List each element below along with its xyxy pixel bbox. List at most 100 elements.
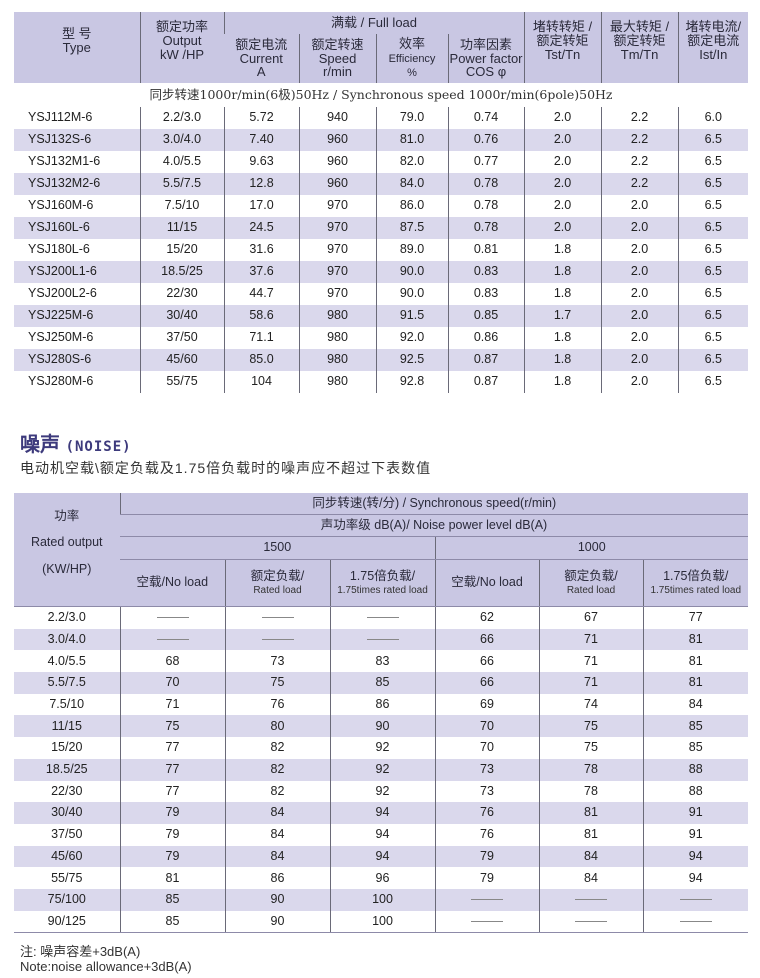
table-cell: 6.5 bbox=[677, 305, 749, 327]
table-cell: 66 bbox=[434, 672, 539, 694]
table-cell: 92.0 bbox=[375, 327, 448, 349]
table-cell: 90 bbox=[329, 715, 435, 738]
noise-subtitle: 电动机空载\额定负载及1.75倍负载时的噪声应不超过下表数值 bbox=[20, 460, 432, 476]
table-cell bbox=[434, 888, 539, 911]
dash-mark bbox=[366, 617, 399, 619]
header-1500: 1500 bbox=[120, 536, 435, 560]
row-label: YSJ160M-6 bbox=[14, 195, 140, 217]
sync-speed-subtitle: 同步转速1000r/min(6极)50Hz / Synchronous spee… bbox=[14, 83, 749, 107]
row-label: 18.5/25 bbox=[14, 758, 120, 781]
table-cell: 90.0 bbox=[375, 261, 448, 283]
table-row: 30/40 79 84 94 76 81 91 bbox=[14, 802, 748, 824]
table-cell: 2.0 bbox=[523, 195, 602, 217]
row-label: YSJ132S-6 bbox=[14, 129, 140, 151]
table-cell: 83 bbox=[329, 650, 435, 673]
table-cell: 6.5 bbox=[677, 195, 749, 217]
table-cell: 960 bbox=[298, 173, 376, 195]
row-label: 90/125 bbox=[14, 910, 120, 934]
table-cell: 85 bbox=[642, 737, 748, 759]
row-label: 37/50 bbox=[14, 823, 120, 846]
table-cell: 70 bbox=[434, 737, 539, 759]
table-cell: 71 bbox=[538, 650, 643, 673]
table-cell: 1.8 bbox=[523, 239, 602, 261]
table-cell: 71 bbox=[538, 628, 643, 651]
table-cell: 960 bbox=[298, 151, 376, 173]
noise-title: 噪声 (NOISE) bbox=[20, 434, 132, 456]
table-cell: 2.0 bbox=[600, 371, 679, 393]
table-cell: 94 bbox=[329, 823, 435, 846]
table-cell: 82 bbox=[224, 758, 330, 781]
header-175-load: 1.75倍负载/1.75times rated load bbox=[642, 559, 748, 607]
table-cell: 970 bbox=[298, 217, 376, 239]
table-cell: 81 bbox=[642, 650, 748, 673]
table-cell: 2.0 bbox=[523, 151, 602, 173]
table-cell: 4.0/5.5 bbox=[139, 151, 224, 173]
dash-mark bbox=[575, 899, 607, 901]
table-row: YSJ160L-6 11/15 24.5 970 87.5 0.78 2.0 2.0 6.5 bbox=[14, 217, 749, 239]
table-cell: 7.40 bbox=[223, 129, 299, 151]
table-cell: 980 bbox=[298, 327, 376, 349]
table-cell: 2.2 bbox=[600, 151, 679, 173]
table-cell: 0.83 bbox=[447, 261, 525, 283]
table-cell: 85 bbox=[119, 910, 225, 934]
table-cell: 1.8 bbox=[523, 349, 602, 371]
table-cell: 22/30 bbox=[139, 283, 224, 305]
table-row: YSJ180L-6 15/20 31.6 970 89.0 0.81 1.8 2.0 6.5 bbox=[14, 239, 749, 261]
table-cell: 81 bbox=[538, 823, 643, 846]
table-cell: 0.85 bbox=[447, 305, 525, 327]
table-cell: 2.0 bbox=[523, 173, 602, 195]
table-cell: 79.0 bbox=[375, 107, 448, 129]
dash-mark bbox=[366, 639, 399, 641]
header-efficiency: 效率 Efficiency% bbox=[375, 34, 448, 83]
table-cell: 1.8 bbox=[523, 327, 602, 349]
table-cell: 81 bbox=[642, 628, 748, 651]
table-cell: 84 bbox=[538, 845, 643, 868]
table-cell: 0.86 bbox=[447, 327, 525, 349]
table-cell: 2.0 bbox=[600, 283, 679, 305]
table-row: 15/20 77 82 92 70 75 85 bbox=[14, 737, 748, 759]
table-cell: 66 bbox=[434, 628, 539, 651]
table-cell: 90 bbox=[224, 888, 330, 911]
table-cell: 75 bbox=[224, 672, 330, 694]
table-cell: 73 bbox=[434, 758, 539, 781]
table-cell: 76 bbox=[434, 823, 539, 846]
table-cell: 85 bbox=[642, 715, 748, 738]
table-cell: 68 bbox=[119, 650, 225, 673]
table-cell: 970 bbox=[298, 283, 376, 305]
dash-mark bbox=[471, 899, 503, 901]
table-cell: 980 bbox=[298, 349, 376, 371]
table-row: YSJ112M-6 2.2/3.0 5.72 940 79.0 0.74 2.0 2.2 6.0 bbox=[14, 107, 749, 129]
header-rated-load: 额定负载/Rated load bbox=[224, 559, 330, 607]
row-label: YSJ180L-6 bbox=[14, 239, 140, 261]
table-cell: 96 bbox=[329, 867, 435, 889]
table-cell: 78 bbox=[538, 758, 643, 781]
table-cell: 78 bbox=[538, 780, 643, 803]
row-label: 45/60 bbox=[14, 845, 120, 868]
table-cell bbox=[642, 888, 748, 911]
table-cell: 90 bbox=[224, 910, 330, 934]
table-cell: 0.74 bbox=[447, 107, 525, 129]
table-row: YSJ160M-6 7.5/10 17.0 970 86.0 0.78 2.0 2.0 6.5 bbox=[14, 195, 749, 217]
note-en: Note:noise allowance+3dB(A) bbox=[20, 959, 192, 974]
table-cell: 85 bbox=[119, 888, 225, 911]
row-label: 2.2/3.0 bbox=[14, 606, 120, 629]
table-cell: 86 bbox=[329, 693, 435, 716]
table-cell: 71 bbox=[538, 672, 643, 694]
table-cell: 11/15 bbox=[139, 217, 224, 239]
header-rated-load: 额定负载/Rated load bbox=[538, 559, 643, 607]
table-cell: 6.5 bbox=[677, 151, 749, 173]
header-no-load: 空载/No load bbox=[120, 559, 225, 607]
note-cn: 注: 噪声容差+3dB(A) bbox=[20, 944, 141, 959]
row-label: 11/15 bbox=[14, 715, 120, 738]
row-label: YSJ250M-6 bbox=[14, 327, 140, 349]
table-cell: 17.0 bbox=[223, 195, 299, 217]
table-cell: 2.0 bbox=[523, 107, 602, 129]
table-cell: 91 bbox=[642, 823, 748, 846]
table-row: YSJ280S-6 45/60 85.0 980 92.5 0.87 1.8 2.0 6.5 bbox=[14, 349, 749, 371]
dash-mark bbox=[679, 899, 712, 901]
table-cell: 94 bbox=[329, 845, 435, 868]
header-tm: 最大转矩 / 额定转矩 Tm/Tn bbox=[600, 12, 679, 83]
table-cell bbox=[119, 628, 225, 651]
table-cell: 94 bbox=[329, 802, 435, 824]
table-cell: 104 bbox=[223, 371, 299, 393]
